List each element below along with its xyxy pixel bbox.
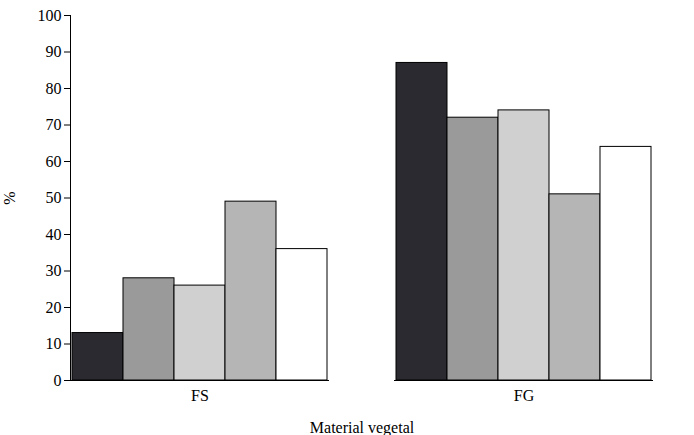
svg-text:FG: FG — [514, 387, 535, 404]
svg-text:20: 20 — [46, 299, 62, 316]
svg-text:30: 30 — [46, 262, 62, 279]
svg-text:70: 70 — [46, 116, 62, 133]
svg-text:100: 100 — [38, 7, 62, 24]
svg-text:%: % — [1, 191, 18, 204]
svg-text:0: 0 — [54, 372, 62, 389]
svg-text:60: 60 — [46, 153, 62, 170]
svg-text:40: 40 — [46, 226, 62, 243]
svg-text:10: 10 — [46, 335, 62, 352]
svg-text:FS: FS — [191, 387, 209, 404]
svg-text:50: 50 — [46, 189, 62, 206]
svg-text:Material vegetal: Material vegetal — [310, 419, 415, 435]
svg-text:80: 80 — [46, 80, 62, 97]
svg-text:90: 90 — [46, 43, 62, 60]
